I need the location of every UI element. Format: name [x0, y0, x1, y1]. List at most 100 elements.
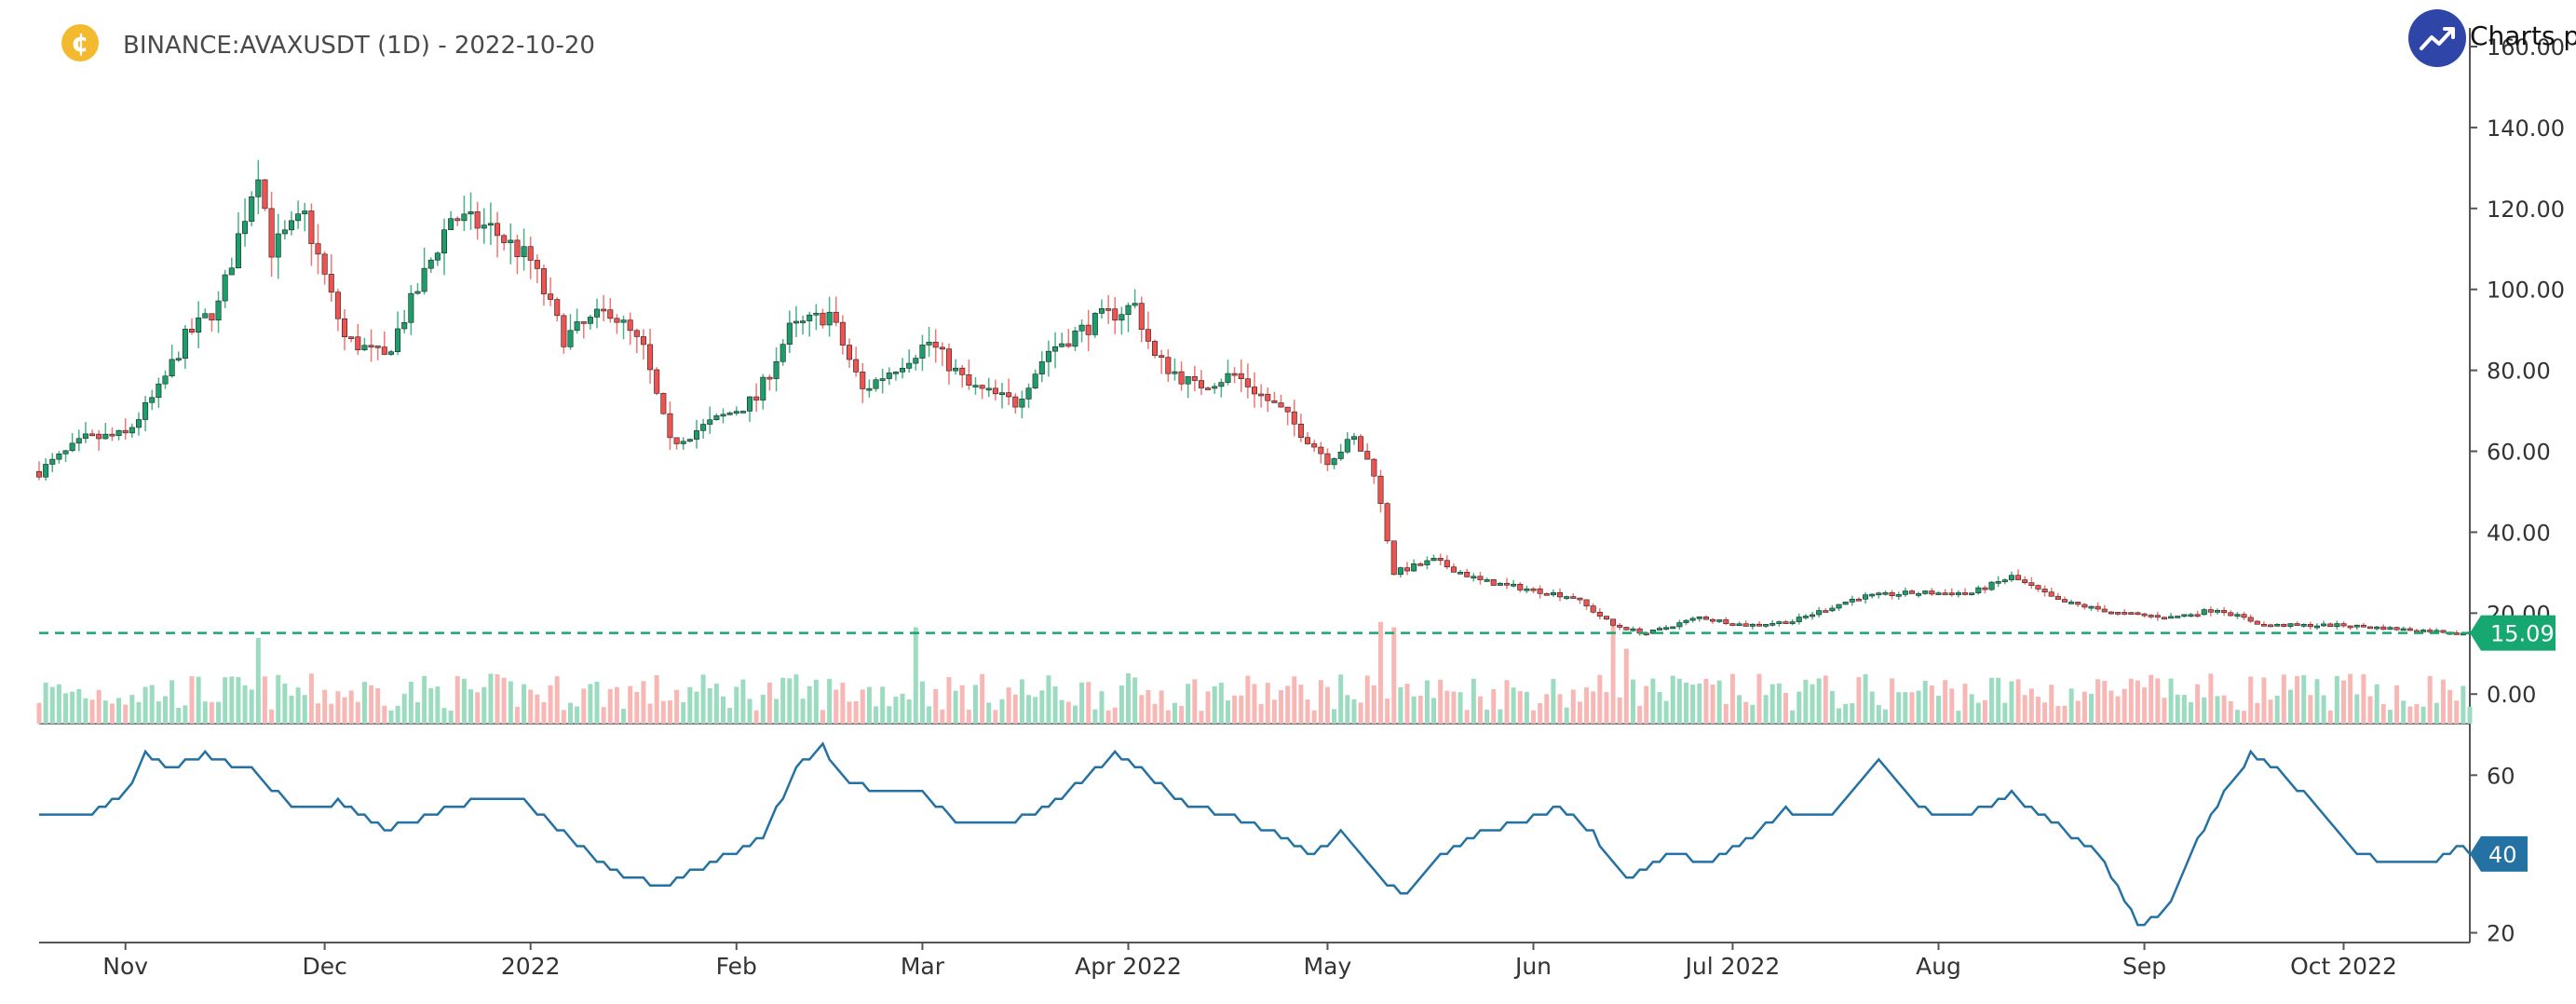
volume-bar: [1179, 705, 1185, 724]
volume-bar: [647, 703, 653, 724]
candle-body: [448, 218, 454, 231]
volume-bar: [1371, 685, 1376, 724]
volume-bar: [1079, 682, 1085, 724]
volume-bar: [1292, 676, 1297, 724]
candle-body: [1537, 588, 1543, 594]
volume-bar: [2002, 702, 2008, 724]
candle-body: [1596, 611, 1603, 617]
volume-bar: [807, 685, 812, 724]
volume-bar: [1046, 675, 1051, 724]
candle-body: [2387, 627, 2393, 631]
volume-bar: [1989, 677, 1995, 724]
volume-bar: [395, 705, 400, 724]
price-axis-label: 160.00: [2487, 34, 2565, 61]
volume-bar: [2374, 684, 2379, 724]
candle-body: [853, 359, 860, 373]
brand-badge[interactable]: Charts p: [2408, 6, 2576, 71]
candle-body: [1119, 314, 1125, 321]
volume-bar: [681, 702, 686, 724]
volume-bar: [109, 703, 115, 724]
candle-body: [1656, 628, 1663, 631]
volume-bar: [940, 709, 945, 724]
volume-bar: [49, 686, 55, 724]
candle-body: [348, 336, 355, 339]
volume-bar: [1358, 702, 1363, 724]
volume-bar: [2049, 685, 2054, 724]
volume-bar: [1670, 675, 1675, 724]
volume-bar: [1438, 679, 1444, 724]
candle-body: [873, 379, 879, 389]
candle-body: [454, 218, 461, 222]
volume-bar: [2155, 678, 2161, 724]
candle-body: [1038, 361, 1045, 374]
candle-body: [401, 321, 408, 330]
candle-body: [1205, 387, 1212, 390]
candle-body: [96, 433, 102, 440]
candle-body: [766, 376, 773, 380]
volume-bar: [893, 697, 899, 724]
candle-body: [1417, 563, 1424, 566]
volume-bars: [36, 621, 2473, 724]
candle-body: [647, 344, 654, 371]
volume-bar: [999, 699, 1005, 724]
volume-bar: [302, 695, 307, 724]
volume-bar: [1882, 709, 1888, 724]
candle-body: [720, 414, 726, 417]
candle-body: [1783, 621, 1789, 624]
candle-body: [660, 393, 667, 414]
volume-bar: [2380, 703, 2386, 724]
volume-bar: [1092, 709, 1098, 724]
candle-body: [2407, 628, 2413, 631]
candle-body: [2260, 623, 2267, 627]
candle-body: [554, 299, 561, 317]
volume-bar: [1903, 692, 1908, 724]
volume-bar: [2440, 679, 2446, 724]
volume-bar: [1351, 699, 1357, 724]
candle-body: [2141, 613, 2148, 617]
candle-body: [700, 424, 707, 431]
volume-bar: [1159, 690, 1164, 724]
candle-body: [1982, 587, 1988, 590]
volume-bar: [1391, 627, 1397, 724]
volume-bar: [1205, 691, 1211, 724]
volume-bar: [514, 707, 520, 724]
volume-bar: [169, 680, 175, 724]
volume-bar: [800, 699, 806, 724]
candle-body: [686, 439, 693, 442]
time-axis-label: 2022: [501, 953, 561, 980]
volume-bar: [435, 686, 441, 724]
volume-bar: [548, 685, 553, 724]
time-axis-label: Dec: [302, 953, 346, 980]
volume-bar: [1112, 707, 1118, 724]
volume-bar: [2394, 685, 2400, 724]
candle-body: [733, 411, 739, 414]
candle-body: [1218, 382, 1225, 387]
volume-bar: [1531, 710, 1537, 724]
volume-bar: [1059, 699, 1064, 724]
volume-bar: [375, 688, 381, 724]
candle-body: [1337, 451, 1344, 459]
candle-body: [514, 239, 521, 257]
candle-body: [707, 419, 713, 425]
candle-body: [747, 396, 753, 412]
volume-bar: [1769, 684, 1775, 724]
candle-body: [807, 314, 813, 321]
candle-body: [633, 330, 640, 337]
volume-bar: [972, 685, 978, 724]
candle-body: [1132, 303, 1138, 306]
volume-bar: [2295, 675, 2300, 724]
volume-bar: [2261, 677, 2267, 724]
volume-bar: [475, 692, 481, 724]
volume-bar: [660, 700, 666, 724]
volume-bar: [780, 677, 786, 724]
volume-bar: [1498, 709, 1503, 724]
volume-bar: [2055, 706, 2061, 724]
time-axis-label: May: [1304, 953, 1352, 980]
volume-bar: [249, 689, 254, 724]
volume-bar: [89, 699, 95, 724]
candle-body: [2268, 624, 2274, 628]
volume-bar: [760, 694, 766, 724]
volume-bar: [2447, 689, 2453, 724]
candle-body: [1404, 567, 1411, 572]
candle-body: [1889, 591, 1895, 596]
